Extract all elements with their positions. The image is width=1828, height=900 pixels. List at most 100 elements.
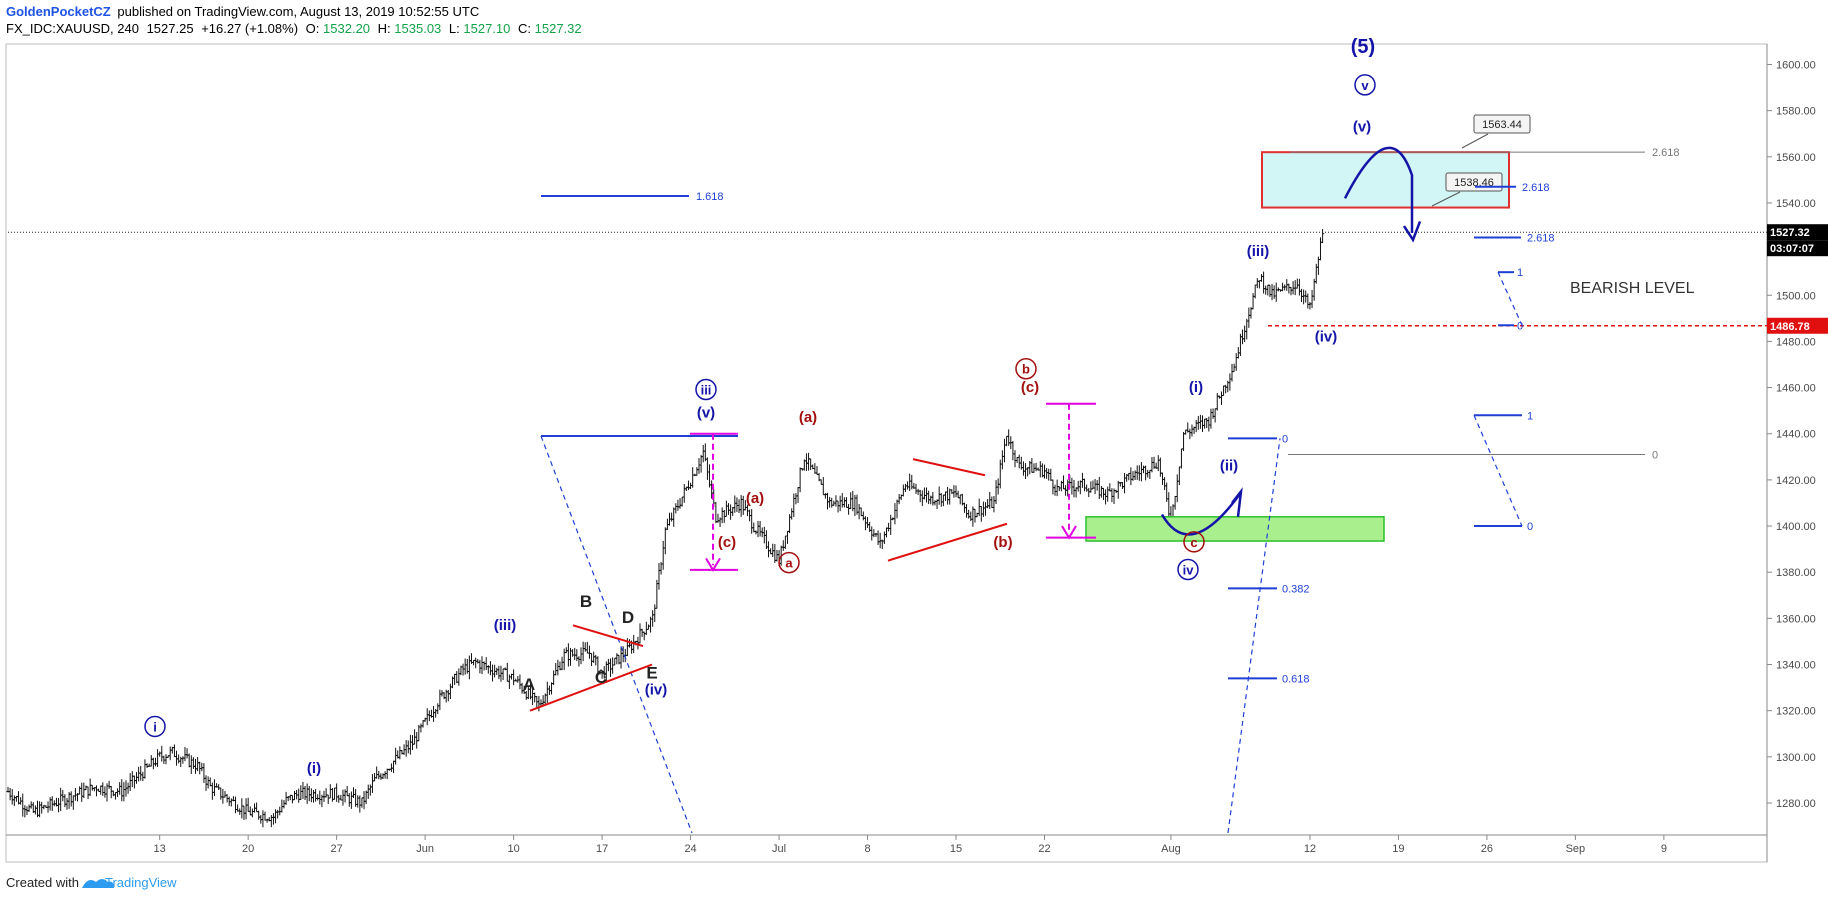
y-tick-label: 1320.00 — [1776, 706, 1816, 718]
ohlc-bar — [927, 490, 931, 505]
ohlc-bar — [783, 535, 787, 549]
y-tick-label: 1400.00 — [1776, 521, 1816, 533]
ohlc-bar — [653, 604, 657, 623]
high-value: 1535.03 — [394, 21, 441, 36]
ohlc-bar — [313, 789, 318, 802]
ohlc-bar — [897, 494, 901, 505]
ohlc-bar — [638, 623, 642, 644]
ohlc-bar — [895, 499, 899, 519]
ohlc-bar — [752, 522, 756, 533]
x-tick-label: Jun — [416, 843, 434, 855]
open-label: O: — [306, 21, 320, 36]
ohlc-bar — [549, 682, 554, 695]
ohlc-bar — [1015, 456, 1019, 463]
ohlc-bar — [88, 778, 92, 796]
ohlc-bar — [128, 773, 132, 792]
ohlc-bar — [113, 792, 118, 800]
ohlc-bar — [375, 766, 379, 779]
ohlc-bar — [273, 809, 278, 824]
ohlc-bar — [431, 706, 436, 722]
ohlc-bar — [1030, 457, 1034, 473]
ohlc-bar — [385, 768, 389, 780]
ohlc-bar — [613, 657, 617, 666]
ohlc-bar — [570, 649, 575, 657]
wave-label: (i) — [1189, 379, 1203, 396]
ohlc-bar — [819, 479, 823, 485]
ohlc-bar — [455, 671, 459, 684]
ohlc-bar — [825, 492, 830, 510]
ohlc-bar — [78, 786, 82, 795]
ohlc-bar — [324, 788, 328, 798]
ohlc-bar — [1116, 480, 1120, 499]
ohlc-bar — [1219, 391, 1224, 405]
ohlc-bar — [1167, 492, 1171, 520]
ohlc-bar — [1302, 289, 1306, 305]
ohlc-bar — [1139, 461, 1144, 482]
ohlc-bar — [263, 811, 267, 821]
ohlc-bar — [501, 668, 505, 681]
ohlc-bar — [579, 647, 583, 665]
ohlc-bar — [587, 645, 592, 659]
wave-label: (v) — [697, 405, 715, 422]
ohlc-bar — [118, 782, 122, 795]
callout-pointer — [1461, 133, 1489, 149]
ohlc-bar — [316, 794, 320, 801]
ohlc-bar — [581, 641, 585, 662]
ohlc-bar — [145, 763, 149, 768]
ohlc-bar — [806, 452, 811, 471]
ohlc-bar — [1207, 416, 1211, 432]
ohlc-bar — [672, 507, 676, 527]
ohlc-bar — [282, 800, 286, 809]
ohlc-bar — [248, 806, 252, 816]
time-axis: 13 20 27 Jun 10 17 24 Jul 8 15 22 Aug 12 19 26 Sep 9 — [154, 835, 1667, 855]
ohlc-bar — [691, 467, 695, 488]
ohlc-bar — [682, 483, 686, 503]
y-tick-label: 1460.00 — [1776, 383, 1816, 395]
bearish-price-box — [1767, 317, 1828, 334]
ohlc-bar — [280, 799, 284, 813]
ohlc-bar — [86, 786, 90, 800]
ohlc-bar — [924, 487, 929, 503]
ohlc-bar — [356, 795, 360, 808]
ohlc-bar — [328, 784, 332, 799]
ohlc-bar — [1266, 284, 1270, 296]
ohlc-bar — [884, 527, 889, 538]
ohlc-bar — [480, 656, 484, 675]
ohlc-bar — [990, 496, 994, 509]
ohlc-bar — [126, 782, 130, 794]
ohlc-bar — [663, 527, 667, 555]
ohlc-bar — [193, 758, 198, 774]
low-label: L: — [449, 21, 460, 36]
tradingview-logo[interactable]: TradingView — [82, 875, 177, 890]
footer-brand[interactable]: TradingView — [105, 875, 177, 890]
projection-line — [1497, 271, 1523, 326]
ohlc-bar — [973, 508, 977, 523]
ohlc-bar — [1308, 302, 1312, 310]
ohlc-bar — [181, 756, 185, 764]
ohlc-bar — [1011, 441, 1015, 461]
ohlc-bar — [149, 755, 153, 767]
ohlc-bar — [1268, 284, 1272, 297]
ohlc-bar — [474, 657, 478, 669]
ohlc-bar — [945, 486, 950, 505]
ohlc-bar — [1023, 463, 1028, 480]
ohlc-bar — [1074, 487, 1078, 498]
ohlc-bar — [229, 798, 233, 807]
x-tick-label: 13 — [154, 843, 166, 855]
wave-label: b — [1022, 362, 1030, 377]
ohlc-bar — [345, 785, 349, 797]
wave-label-circle — [144, 715, 166, 738]
ohlc-bar — [1110, 488, 1114, 503]
countdown-label: 03:07:07 — [1770, 243, 1814, 255]
wave-label: (iv) — [1315, 328, 1338, 345]
x-tick-label: Jul — [772, 843, 786, 855]
ohlc-bar — [208, 777, 212, 787]
ohlc-bar — [903, 483, 908, 493]
ohlc-bar — [844, 497, 849, 508]
ohlc-bar — [82, 782, 86, 799]
ohlc-bar — [461, 663, 465, 676]
wave-label: (i) — [307, 760, 321, 777]
ohlc-bar — [1070, 477, 1074, 495]
fib-level-label: 2.618 — [1527, 233, 1555, 245]
